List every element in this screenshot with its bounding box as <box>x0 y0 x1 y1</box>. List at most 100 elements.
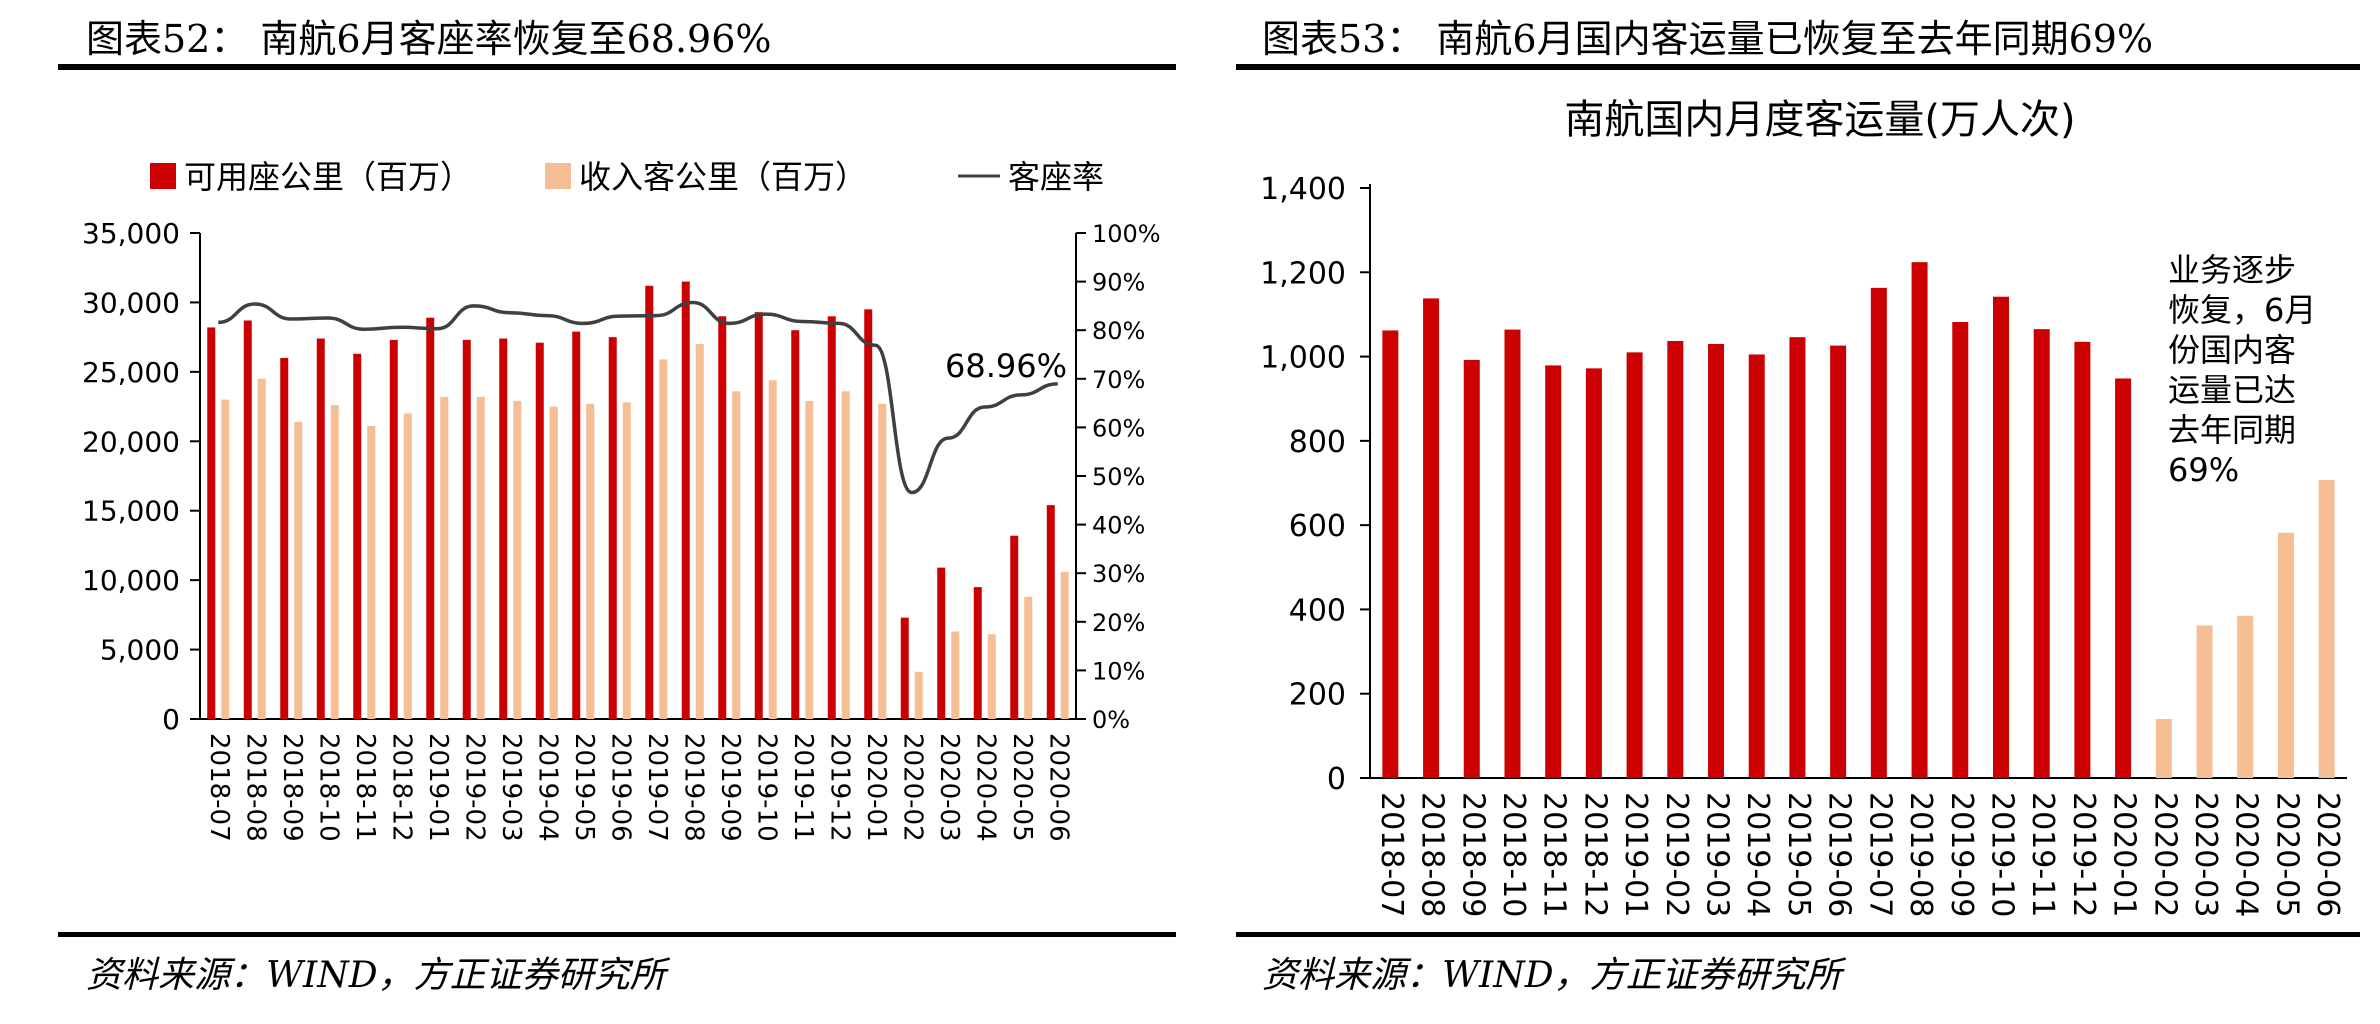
bar-available-seat-km <box>389 339 398 719</box>
annotation-line: 恢复，6月 <box>2168 291 2316 329</box>
y-tick-label: 800 <box>1289 425 1346 460</box>
y-tick-label: 35,000 <box>82 217 180 250</box>
y2-tick-label: 70% <box>1092 366 1145 394</box>
right-source-note: 资料来源：WIND，方正证券研究所 <box>1262 955 1842 996</box>
y-tick-label: 15,000 <box>82 495 180 528</box>
bar-revenue-passenger-km <box>1060 571 1069 719</box>
bar-available-seat-km <box>791 330 800 719</box>
x-tick-label: 2019-10 <box>1984 792 2019 917</box>
x-tick-label: 2018-07 <box>204 733 234 842</box>
annotation-line: 运量已达 <box>2168 371 2296 409</box>
bar-revenue-passenger-km <box>805 401 814 719</box>
bar-domestic-passengers <box>1708 343 1725 778</box>
bar-domestic-passengers <box>1748 354 1765 778</box>
y2-tick-label: 20% <box>1092 609 1145 637</box>
bar-domestic-passengers <box>2277 532 2294 778</box>
bar-domestic-passengers <box>1830 345 1847 778</box>
x-tick-label: 2019-06 <box>1822 792 1857 917</box>
bar-domestic-passengers <box>1626 352 1643 778</box>
bar-available-seat-km <box>754 312 763 719</box>
bar-domestic-passengers <box>1870 287 1887 778</box>
right-top-rule <box>1236 64 2360 70</box>
bar-available-seat-km <box>316 338 325 719</box>
x-tick-label: 2020-06 <box>1043 733 1073 842</box>
y2-tick-label: 0% <box>1092 706 1130 734</box>
y-tick-label: 0 <box>1327 762 1346 797</box>
bar-available-seat-km <box>535 342 544 719</box>
x-tick-label: 2019-12 <box>2066 792 2101 917</box>
x-tick-label: 2019-05 <box>1781 792 1816 917</box>
bar-available-seat-km <box>645 285 654 719</box>
x-tick-label: 2020-06 <box>2310 792 2345 917</box>
bar-domestic-passengers <box>1463 359 1480 778</box>
bar-available-seat-km <box>353 353 362 719</box>
bar-available-seat-km <box>462 339 471 719</box>
y-tick-label: 25,000 <box>82 356 180 389</box>
x-tick-label: 2020-03 <box>2188 792 2223 917</box>
bar-domestic-passengers <box>2196 625 2213 778</box>
annotation-line: 去年同期 <box>2168 411 2296 449</box>
bar-revenue-passenger-km <box>476 396 485 719</box>
bar-available-seat-km <box>900 617 909 719</box>
legend-swatch-1 <box>545 163 571 189</box>
legend-swatch-0 <box>150 163 176 189</box>
bar-revenue-passenger-km <box>549 406 558 719</box>
y-tick-label: 20,000 <box>82 425 180 458</box>
right-bottom-rule <box>1236 932 2360 937</box>
x-tick-label: 2019-01 <box>423 733 453 842</box>
bar-revenue-passenger-km <box>513 401 522 719</box>
bar-revenue-passenger-km <box>914 671 923 719</box>
bar-available-seat-km <box>973 587 982 719</box>
bar-revenue-passenger-km <box>841 391 850 719</box>
bar-domestic-passengers <box>1952 322 1969 778</box>
x-tick-label: 2019-06 <box>605 733 635 842</box>
x-tick-label: 2019-03 <box>1700 792 1735 917</box>
bar-revenue-passenger-km <box>659 359 668 719</box>
y2-tick-label: 80% <box>1092 317 1145 345</box>
y2-tick-label: 100% <box>1092 220 1161 248</box>
x-tick-label: 2019-03 <box>496 733 526 842</box>
x-tick-label: 2018-09 <box>1455 792 1490 917</box>
y2-tick-label: 40% <box>1092 512 1145 540</box>
bar-available-seat-km <box>864 309 873 719</box>
bar-available-seat-km <box>1046 505 1055 719</box>
x-tick-label: 2018-07 <box>1374 792 1409 917</box>
legend-label-1: 收入客公里（百万） <box>579 158 867 196</box>
legend-label-2: 客座率 <box>1008 158 1104 196</box>
x-tick-label: 2020-02 <box>2147 792 2182 917</box>
load-factor-line <box>218 300 1058 495</box>
left-figure-title: 图表52： 南航6月客座率恢复至68.96% <box>86 17 772 61</box>
bar-domestic-passengers <box>1504 329 1521 778</box>
bar-domestic-passengers <box>1789 337 1806 778</box>
right-chart: 南航国内月度客运量(万人次) 0 200 400 600 800 1,000 1,200 1,4… <box>1260 97 2347 917</box>
x-tick-label: 2018-12 <box>386 733 416 842</box>
x-tick-label: 2019-01 <box>1618 792 1653 917</box>
x-tick-label: 2020-03 <box>934 733 964 842</box>
bar-revenue-passenger-km <box>987 634 996 719</box>
bar-revenue-passenger-km <box>768 380 777 719</box>
x-tick-label: 2018-11 <box>350 733 380 842</box>
bar-domestic-passengers <box>1545 365 1562 778</box>
bar-revenue-passenger-km <box>367 426 376 719</box>
bar-revenue-passenger-km <box>1024 596 1033 719</box>
x-tick-label: 2018-11 <box>1537 792 1572 917</box>
y-tick-label: 1,000 <box>1260 341 1346 376</box>
y-tick-label: 0 <box>162 703 180 736</box>
y2-tick-label: 60% <box>1092 414 1145 442</box>
x-tick-label: 2019-08 <box>678 733 708 842</box>
bar-available-seat-km <box>718 316 727 719</box>
bar-revenue-passenger-km <box>951 631 960 719</box>
left-chart: 可用座公里（百万） 收入客公里（百万） 客座率 0 5,000 10,000 15,000 2… <box>82 158 1161 842</box>
bar-revenue-passenger-km <box>403 413 412 719</box>
left-top-rule <box>58 64 1176 70</box>
x-tick-label: 2018-08 <box>240 733 270 842</box>
bar-domestic-passengers <box>2318 480 2335 778</box>
bar-available-seat-km <box>207 327 216 719</box>
right-figure-panel: 图表53： 南航6月国内客运量已恢复至去年同期69% 南航国内月度客运量(万人次… <box>1200 0 2380 1024</box>
x-tick-label: 2019-08 <box>1903 792 1938 917</box>
annotation-line: 份国内客 <box>2168 331 2296 369</box>
y-tick-label: 5,000 <box>100 634 180 667</box>
bar-domestic-passengers <box>1667 340 1684 778</box>
bar-domestic-passengers <box>1585 368 1602 778</box>
x-tick-label: 2019-11 <box>788 733 818 842</box>
